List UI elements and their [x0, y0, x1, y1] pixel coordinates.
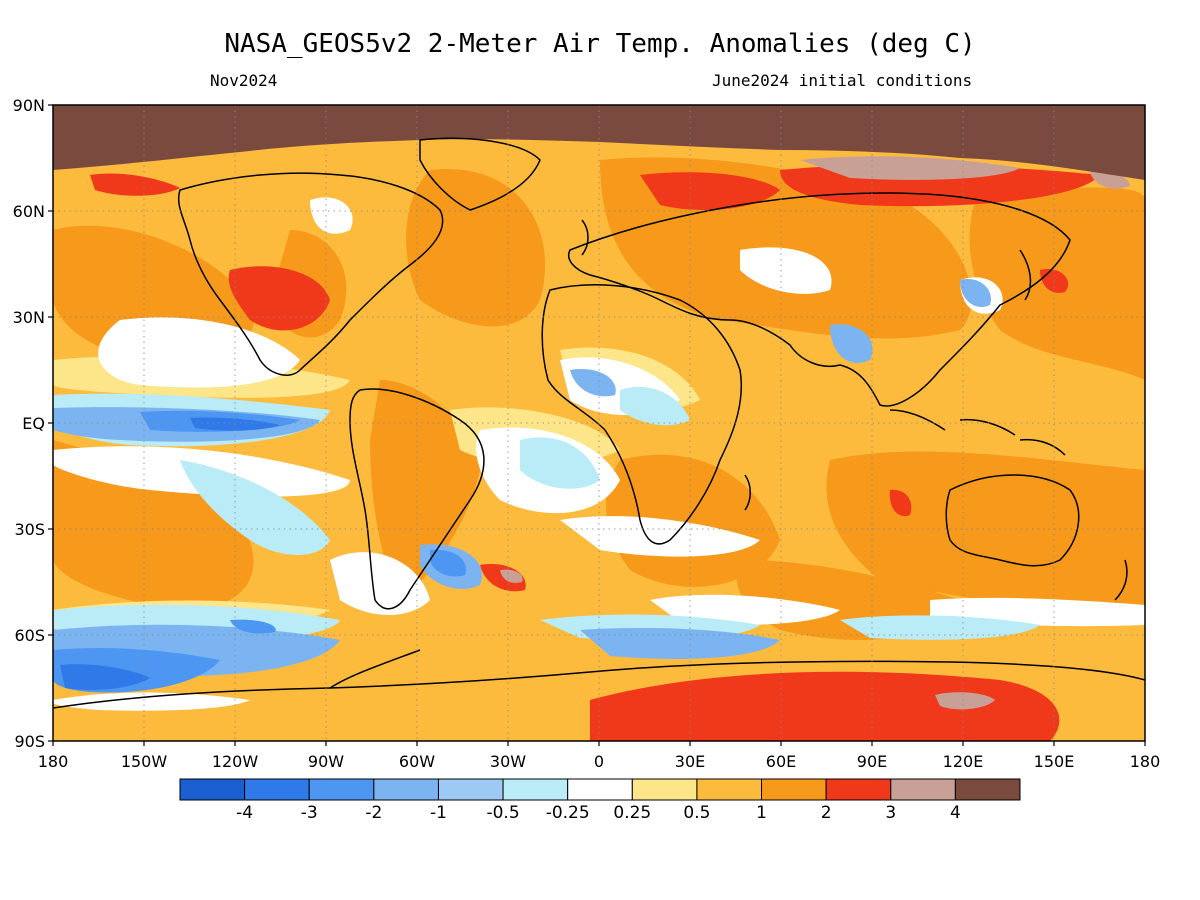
graticule — [53, 105, 1145, 741]
init-conditions: June2024 initial conditions — [712, 71, 972, 90]
hot-regions — [90, 164, 1100, 741]
lat-label: 60N — [13, 202, 45, 221]
colorbar-label: -1 — [430, 803, 447, 823]
warm-regions — [53, 157, 1145, 640]
colorbar-labels: -4 -3 -2 -1 -0.5 -0.25 0.25 0.5 1 2 3 4 — [236, 803, 961, 823]
colorbar-swatch — [437, 778, 504, 801]
colorbar-label: 0.25 — [613, 803, 651, 823]
lat-label: EQ — [22, 414, 45, 433]
colorbar-label: -4 — [236, 803, 253, 823]
colorbar-swatch — [567, 778, 633, 801]
colorbar-swatch — [825, 778, 892, 801]
lon-label: 180 — [38, 752, 69, 771]
colorbar-label: 4 — [950, 803, 961, 823]
colorbar-swatch — [631, 778, 698, 801]
colorbar-label: 2 — [821, 803, 832, 823]
lon-label: 90W — [308, 752, 344, 771]
colorbar-swatch — [308, 778, 375, 801]
colorbar-label: -2 — [365, 803, 382, 823]
colorbar-swatch — [761, 778, 827, 801]
latitude-labels: 90N 60N 30N EQ 30S 60S 90S — [13, 96, 45, 751]
lon-label: 150W — [121, 752, 168, 771]
colorbar-swatch — [373, 778, 439, 801]
colorbar — [179, 778, 1021, 801]
valid-month: Nov2024 — [210, 71, 277, 90]
lat-label: 90S — [14, 732, 45, 751]
colorbar-label: -0.5 — [486, 803, 519, 823]
colorbar-label: 3 — [885, 803, 896, 823]
longitude-labels: 180 150W 120W 90W 60W 30W 0 30E 60E 90E 120E 150E 18… — [38, 752, 1161, 771]
very-hot-regions — [500, 156, 1130, 710]
lon-label: 30W — [490, 752, 526, 771]
colorbar-swatch — [696, 778, 763, 801]
lon-label: 120E — [943, 752, 984, 771]
lat-label: 60S — [14, 626, 45, 645]
lat-label: 30N — [13, 308, 45, 327]
colorbar-swatch — [179, 778, 246, 801]
colorbar-swatch — [502, 778, 569, 801]
lat-label: 30S — [14, 520, 45, 539]
colorbar-swatch — [890, 778, 956, 801]
lon-label: 150E — [1034, 752, 1075, 771]
extreme-regions — [53, 105, 1145, 180]
map-title: NASA_GEOS5v2 2-Meter Air Temp. Anomalies… — [224, 29, 975, 59]
lon-label: 180 — [1130, 752, 1161, 771]
anomaly-field — [53, 105, 1145, 741]
lat-label: 90N — [13, 96, 45, 115]
lon-label: 0 — [594, 752, 604, 771]
lon-label: 120W — [212, 752, 259, 771]
coastlines — [53, 137, 1145, 709]
colorbar-swatch — [954, 778, 1021, 801]
colorbar-label: -0.25 — [546, 803, 590, 823]
lon-label: 30E — [675, 752, 705, 771]
lon-label: 90E — [857, 752, 887, 771]
longitude-ticks — [52, 741, 1146, 746]
colorbar-label: -3 — [301, 803, 318, 823]
lon-label: 60W — [399, 752, 435, 771]
latitude-ticks — [48, 104, 53, 742]
colorbar-label: 0.5 — [683, 803, 710, 823]
lon-label: 60E — [766, 752, 796, 771]
colorbar-label: 1 — [756, 803, 767, 823]
colorbar-swatch — [244, 778, 310, 801]
